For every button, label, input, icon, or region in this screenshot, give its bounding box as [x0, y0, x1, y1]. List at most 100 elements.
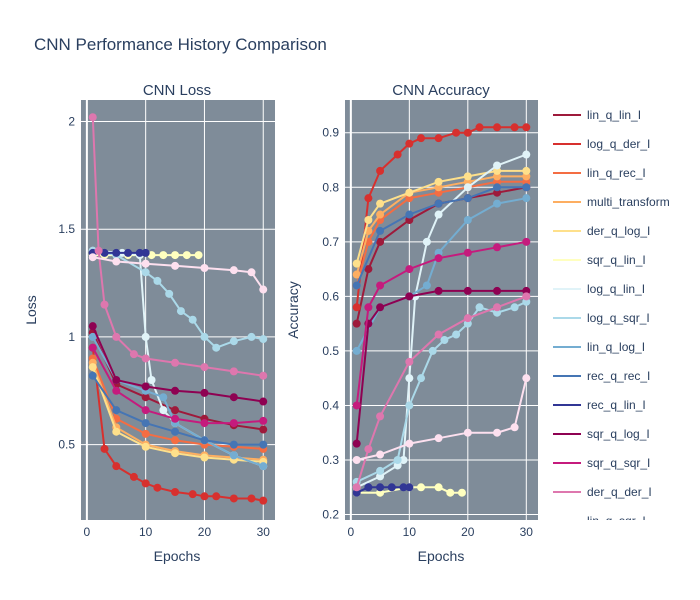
accuracy-data-point [376, 483, 385, 492]
accuracy-data-point [352, 401, 361, 410]
loss-series-log_q_der_I [88, 343, 268, 505]
loss-data-point [88, 253, 97, 262]
loss-series-sqr_q_log_I [88, 322, 268, 406]
loss-data-point [141, 393, 150, 402]
accuracy-data-point [376, 412, 385, 421]
accuracy-data-point [376, 237, 385, 246]
accuracy-data-point [434, 434, 443, 443]
loss-data-point [200, 388, 209, 397]
loss-data-point [171, 488, 180, 496]
accuracy-data-point [522, 166, 531, 175]
loss-y-tick-label: 1 [68, 330, 75, 344]
loss-data-point [200, 453, 209, 462]
loss-data-point [212, 343, 221, 352]
loss-x-tick-label: 10 [139, 525, 153, 539]
loss-data-point [88, 113, 97, 122]
accuracy-data-point [475, 123, 484, 132]
legend-item-sqr_q_log_I[interactable]: sqr_q_log_I [553, 427, 650, 441]
accuracy-data-point [463, 428, 472, 437]
legend: lin_q_lin_I log_q_der_I lin_q_rec_I multi_t… [553, 108, 670, 528]
loss-data-point [171, 449, 180, 458]
accuracy-data-point [352, 270, 361, 279]
accuracy-data-point [428, 346, 437, 355]
accuracy-data-point [510, 303, 519, 312]
accuracy-data-point [463, 286, 472, 295]
loss-data-point [259, 440, 268, 449]
accuracy-data-point [452, 330, 461, 339]
legend-item-rec_q_lin_I[interactable]: rec_q_lin_I [553, 398, 646, 412]
loss-data-point [88, 363, 97, 372]
accuracy-x-tick-label: 10 [403, 525, 417, 539]
accuracy-data-point [434, 483, 443, 492]
legend-items: lin_q_lin_I log_q_der_I lin_q_rec_I multi_t… [553, 108, 670, 528]
legend-item-der_q_der_I[interactable]: der_q_der_I [553, 485, 652, 499]
accuracy-data-point [405, 401, 414, 410]
loss-panel: CNN Loss Epochs Loss 0 10 20 30 0.5 1 1.5 2 [23, 82, 275, 564]
accuracy-data-point [493, 123, 502, 132]
legend-label: sqr_q_log_I [587, 427, 650, 441]
legend-item-log_q_lin_I[interactable]: log_q_lin_I [553, 282, 645, 296]
accuracy-data-point [352, 259, 361, 268]
accuracy-x-tick-label: 0 [348, 525, 355, 539]
legend-item-sqr_q_lin_I[interactable]: sqr_q_lin_I [553, 253, 646, 267]
accuracy-data-point [405, 357, 414, 366]
loss-data-point [135, 248, 144, 257]
loss-data-point [153, 483, 162, 492]
accuracy-data-point [434, 134, 443, 143]
legend-label: lin_q_sqr_I [587, 514, 646, 528]
loss-data-point [259, 462, 268, 471]
loss-data-point [100, 300, 109, 309]
accuracy-series-rec_q_lin_I [352, 483, 414, 497]
accuracy-y-tick-label: 0.5 [322, 344, 339, 358]
accuracy-series-lin_q_sqr_I [352, 374, 531, 464]
loss-data-point [171, 251, 180, 260]
legend-item-lin_q_lin_I[interactable]: lin_q_lin_I [553, 108, 641, 122]
loss-data-point [194, 251, 203, 260]
accuracy-data-point [376, 226, 385, 235]
accuracy-data-point [522, 150, 531, 159]
loss-data-point [171, 414, 180, 423]
loss-data-point [129, 472, 138, 481]
loss-y-tick-label: 1.5 [58, 222, 75, 236]
legend-item-multi_transform[interactable]: multi_transform [553, 195, 670, 209]
loss-data-point [259, 416, 268, 425]
loss-x-axis-label: Epochs [154, 548, 201, 564]
loss-data-point [171, 427, 180, 436]
legend-item-lin_q_sqr_I[interactable]: lin_q_sqr_I [553, 514, 646, 528]
legend-item-lin_q_rec_I[interactable]: lin_q_rec_I [553, 166, 646, 180]
loss-subplot-title: CNN Loss [143, 82, 211, 99]
accuracy-data-point [376, 303, 385, 312]
accuracy-data-point [376, 281, 385, 290]
legend-item-rec_q_rec_I[interactable]: rec_q_rec_I [553, 369, 650, 383]
accuracy-data-point [405, 374, 414, 383]
legend-item-sqr_q_sqr_I[interactable]: sqr_q_sqr_I [553, 456, 650, 470]
accuracy-series-der_q_der_I [352, 292, 531, 492]
loss-data-point [159, 406, 168, 415]
accuracy-y-tick-label: 0.8 [322, 180, 339, 194]
loss-data-point [141, 406, 150, 415]
loss-data-point [247, 268, 256, 277]
loss-series-rec_q_rec_I [88, 371, 268, 449]
loss-data-point [141, 332, 150, 341]
accuracy-series-der_q_log_I [352, 166, 531, 268]
accuracy-data-point [405, 188, 414, 197]
legend-item-log_q_sqr_I[interactable]: log_q_sqr_I [553, 311, 650, 325]
accuracy-data-point [393, 456, 402, 464]
legend-item-log_q_der_I[interactable]: log_q_der_I [553, 137, 650, 151]
loss-data-point [112, 332, 121, 341]
accuracy-data-point [364, 265, 373, 274]
legend-item-der_q_log_I[interactable]: der_q_log_I [553, 224, 650, 238]
legend-label: lin_q_log_I [587, 340, 645, 354]
legend-label: lin_q_lin_I [587, 108, 641, 122]
loss-data-point [259, 425, 268, 434]
loss-y-tick-label: 0.5 [58, 438, 75, 452]
accuracy-data-point [399, 483, 408, 492]
loss-data-point [176, 307, 185, 316]
legend-label: log_q_sqr_I [587, 311, 650, 325]
accuracy-data-point [417, 483, 426, 492]
legend-item-lin_q_log_I[interactable]: lin_q_log_I [553, 340, 645, 354]
loss-data-point [188, 315, 197, 324]
loss-data-point [229, 440, 238, 449]
accuracy-data-point [393, 150, 402, 159]
